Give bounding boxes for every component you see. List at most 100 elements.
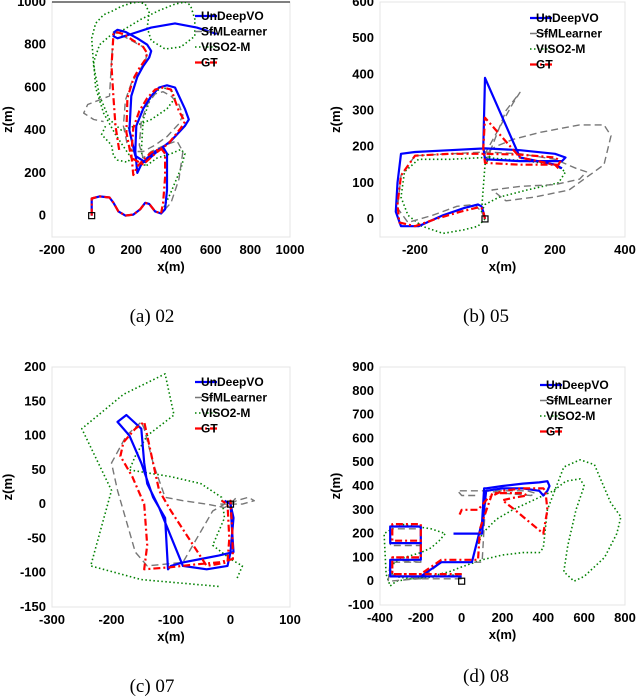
- y-tick-label: 200: [352, 526, 374, 541]
- legend-label: GT: [546, 425, 563, 439]
- y-tick-label: 100: [352, 549, 374, 564]
- x-tick-label: 400: [532, 610, 554, 625]
- x-tick-label: 600: [200, 242, 222, 257]
- y-tick-label: 0: [367, 573, 374, 588]
- x-tick-label: 200: [492, 610, 514, 625]
- legend-label: UnDeepVO: [201, 9, 264, 23]
- legend-label: GT: [201, 56, 218, 70]
- y-tick-label: 300: [352, 102, 374, 117]
- y-tick-label: 900: [352, 359, 374, 374]
- series-line-undeepvo: [116, 413, 235, 571]
- legend-label: SfMLearner: [201, 391, 267, 405]
- plot-area: [394, 76, 612, 235]
- y-tick-label: -100: [20, 565, 46, 580]
- x-tick-label: -400: [367, 610, 393, 625]
- y-tick-label: 600: [24, 79, 46, 94]
- x-tick-label: 0: [227, 612, 234, 627]
- series-line-sfmlearner: [396, 91, 612, 224]
- panel-caption: (d) 08: [463, 666, 509, 687]
- y-tick-label: -100: [348, 597, 374, 612]
- series-line-gt: [90, 30, 186, 217]
- plot-frame: [379, 366, 626, 606]
- x-tick-label: 400: [614, 242, 636, 257]
- x-tick-label: 400: [160, 242, 182, 257]
- y-tick-label: 300: [352, 502, 374, 517]
- series-line-viso2-m: [383, 458, 622, 587]
- y-tick-label: 800: [24, 37, 46, 52]
- y-tick-label: 200: [24, 359, 46, 374]
- y-tick-label: 100: [24, 428, 46, 443]
- y-tick-label: 200: [352, 139, 374, 154]
- x-tick-label: -200: [39, 242, 65, 257]
- series-line-gt: [396, 116, 562, 228]
- plot-frame: [51, 366, 291, 608]
- series-line-viso2-m: [81, 373, 244, 588]
- series-line-gt: [391, 487, 549, 576]
- y-tick-label: -50: [27, 530, 46, 545]
- legend-label: VISO2-M: [201, 40, 250, 54]
- y-tick-label: 500: [352, 30, 374, 45]
- y-tick-label: 400: [24, 122, 46, 137]
- series-line-undeepvo: [394, 76, 567, 228]
- plot-area: [81, 373, 256, 588]
- legend-label: GT: [536, 58, 553, 72]
- legend-label: SfMLearner: [536, 27, 602, 41]
- panel-3: -400 -200 0 200 400 600 800 -100 0 100 200 300 400 50…: [328, 359, 636, 687]
- x-tick-label: 1000: [276, 242, 305, 257]
- x-axis-label: x(m): [157, 629, 184, 644]
- x-tick-label: -200: [408, 610, 434, 625]
- legend-label: UnDeepVO: [546, 378, 609, 392]
- legend-label: UnDeepVO: [536, 11, 599, 25]
- y-tick-label: 0: [39, 496, 46, 511]
- y-tick-label: 200: [24, 165, 46, 180]
- series-line-gt: [119, 420, 234, 571]
- start-marker: [481, 215, 489, 223]
- y-axis-label: z(m): [328, 106, 343, 133]
- x-tick-label: 0: [458, 610, 465, 625]
- y-tick-label: 0: [367, 211, 374, 226]
- y-tick-label: 400: [352, 478, 374, 493]
- y-tick-label: 50: [32, 462, 46, 477]
- legend-label: SfMLearner: [546, 394, 612, 408]
- y-tick-label: 0: [39, 208, 46, 223]
- plot-area: [82, 2, 217, 217]
- start-marker: [458, 577, 466, 585]
- legend-label: VISO2-M: [201, 406, 250, 420]
- panel-0: -200 0 200 400 600 800 1000 0 200 400 600 800 1000 x(…: [0, 0, 304, 327]
- y-tick-label: 600: [352, 0, 374, 9]
- x-tick-label: -100: [158, 612, 184, 627]
- plot-frame: [379, 1, 626, 238]
- x-tick-label: 200: [544, 242, 566, 257]
- x-tick-label: 800: [614, 610, 636, 625]
- start-marker: [226, 500, 235, 508]
- panel-caption: (a) 02: [130, 306, 175, 327]
- y-tick-label: 800: [352, 383, 374, 398]
- x-axis-label: x(m): [489, 259, 516, 274]
- y-axis-label: z(m): [0, 474, 15, 501]
- y-axis-label: z(m): [328, 473, 343, 500]
- y-tick-label: 600: [352, 430, 374, 445]
- y-tick-label: 400: [352, 66, 374, 81]
- x-tick-label: 100: [279, 612, 301, 627]
- plot-area: [383, 458, 622, 587]
- legend-label: SfMLearner: [201, 25, 267, 39]
- x-tick-label: 200: [120, 242, 142, 257]
- legend-label: VISO2-M: [536, 42, 585, 56]
- y-tick-label: 700: [352, 407, 374, 422]
- panel-1: -200 0 200 400 0 100 200 300 400 500 600 x(m) z(m) Un…: [328, 0, 636, 327]
- x-tick-label: 600: [573, 610, 595, 625]
- panel-caption: (c) 07: [130, 676, 175, 697]
- y-tick-label: 500: [352, 454, 374, 469]
- panel-2: -300 -200 -100 0 100 -150 -100 -50 0 50 100 150 200 x…: [0, 359, 301, 697]
- y-axis-label: z(m): [0, 106, 15, 133]
- legend-label: UnDeepVO: [201, 375, 264, 389]
- y-tick-label: 1000: [17, 0, 46, 9]
- x-tick-label: -300: [39, 612, 65, 627]
- x-axis-label: x(m): [489, 627, 516, 642]
- x-tick-label: 0: [88, 242, 95, 257]
